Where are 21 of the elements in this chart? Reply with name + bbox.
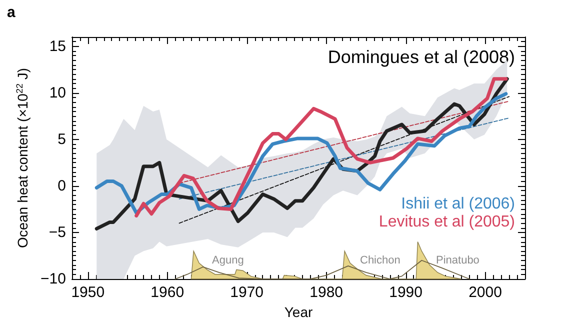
y-tick-label: 15 <box>49 38 66 55</box>
x-tick-label: 1990 <box>389 284 422 301</box>
text: Levitus et al (2005) <box>378 214 515 230</box>
y-tick-label: −10 <box>40 270 66 288</box>
y-tick-label: −5 <box>48 224 66 241</box>
annotation: Pinatubo <box>436 254 480 266</box>
series-label: Ishii et al (2006) <box>401 196 516 212</box>
x-tick-label: 1950 <box>71 284 105 301</box>
y-tick-label: 10 <box>49 84 66 102</box>
y-tick-label: 0 <box>58 177 66 194</box>
x-tick-label: 1960 <box>150 284 184 301</box>
y-axis-title: Ocean heat content (×1022 J) <box>14 68 30 248</box>
series-label: Domingues et al (2008) <box>328 47 516 67</box>
x-tick-label: 1970 <box>230 284 264 301</box>
annotation: Chichon <box>360 254 400 266</box>
x-tick-label: 1980 <box>310 284 344 301</box>
x-axis-title: Year <box>284 304 313 320</box>
annotation: Agung <box>212 254 244 266</box>
x-tick-label: 2000 <box>468 284 502 301</box>
chart-title: a <box>7 4 16 21</box>
y-tick-label: 5 <box>58 130 66 148</box>
